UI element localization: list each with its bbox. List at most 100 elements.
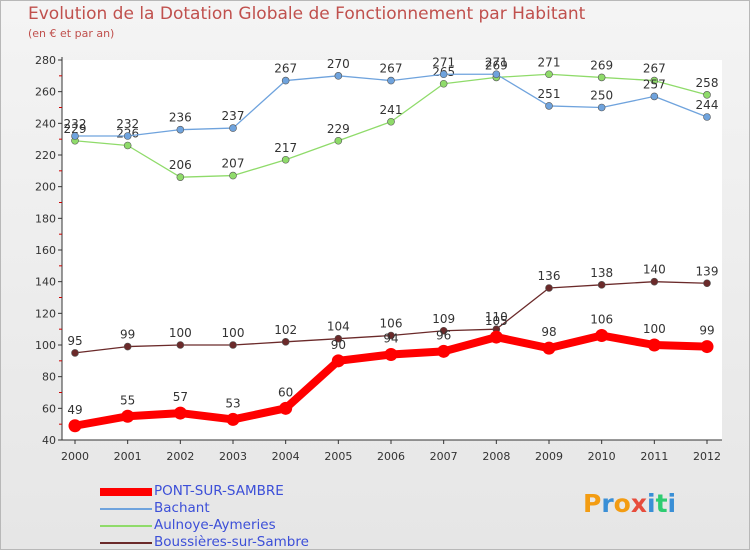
data-point bbox=[492, 70, 501, 79]
data-point bbox=[279, 401, 293, 415]
data-point bbox=[650, 92, 659, 101]
data-label: 104 bbox=[327, 320, 350, 334]
data-label: 110 bbox=[485, 310, 508, 324]
data-label: 271 bbox=[538, 55, 561, 69]
data-point bbox=[173, 406, 187, 420]
logo-letter: i bbox=[647, 489, 656, 518]
data-label: 267 bbox=[380, 62, 403, 76]
y-tick-label: 100 bbox=[35, 339, 56, 352]
y-tick-label: 40 bbox=[42, 434, 56, 447]
data-point bbox=[334, 72, 343, 80]
y-tick-label: 260 bbox=[35, 86, 56, 99]
data-label: 229 bbox=[327, 122, 350, 136]
data-point bbox=[542, 341, 556, 355]
y-tick-label: 160 bbox=[35, 244, 56, 257]
data-point bbox=[331, 354, 345, 368]
data-point bbox=[281, 155, 290, 164]
data-label: 206 bbox=[169, 158, 192, 172]
data-label: 106 bbox=[380, 317, 403, 331]
data-label: 57 bbox=[173, 390, 188, 404]
data-label: 258 bbox=[696, 76, 719, 90]
data-label: 217 bbox=[274, 141, 297, 155]
data-label: 270 bbox=[327, 57, 350, 71]
data-label: 236 bbox=[169, 111, 192, 125]
data-point bbox=[176, 125, 185, 134]
data-label: 251 bbox=[538, 87, 561, 101]
data-label: 269 bbox=[590, 58, 613, 72]
logo-letter: r bbox=[601, 489, 614, 518]
data-point bbox=[703, 91, 711, 99]
x-tick-label: 2012 bbox=[693, 450, 721, 463]
data-point bbox=[650, 277, 659, 286]
legend-swatch bbox=[100, 508, 152, 510]
data-point bbox=[439, 79, 448, 88]
chart-title: Evolution de la Dotation Globale de Fonc… bbox=[28, 4, 586, 24]
data-point bbox=[647, 338, 661, 352]
y-tick-label: 180 bbox=[35, 212, 56, 225]
data-label: 250 bbox=[590, 89, 613, 103]
data-label: 105 bbox=[485, 314, 508, 328]
legend-swatch bbox=[100, 488, 152, 496]
data-point bbox=[545, 102, 553, 110]
data-label: 109 bbox=[432, 312, 455, 326]
data-label: 55 bbox=[120, 393, 135, 407]
data-label: 271 bbox=[485, 55, 508, 69]
data-point bbox=[545, 70, 553, 79]
data-point bbox=[121, 409, 135, 423]
data-label: 138 bbox=[590, 266, 613, 280]
data-label: 95 bbox=[67, 334, 82, 348]
y-tick-label: 240 bbox=[35, 117, 56, 130]
x-tick-label: 2005 bbox=[324, 450, 352, 463]
data-label: 269 bbox=[485, 58, 508, 72]
x-tick-label: 2002 bbox=[166, 450, 194, 463]
data-label: 140 bbox=[643, 263, 666, 277]
y-tick-label: 80 bbox=[42, 371, 56, 384]
x-tick-label: 2010 bbox=[588, 450, 616, 463]
data-label: 49 bbox=[67, 403, 82, 417]
y-tick-label: 280 bbox=[35, 54, 56, 67]
plot-area bbox=[62, 60, 722, 440]
x-tick-label: 2009 bbox=[535, 450, 563, 463]
data-label: 244 bbox=[696, 98, 719, 112]
y-tick-label: 220 bbox=[35, 149, 56, 162]
data-label: 102 bbox=[274, 323, 297, 337]
x-tick-label: 2006 bbox=[377, 450, 405, 463]
data-label: 90 bbox=[331, 338, 346, 352]
data-point bbox=[597, 73, 606, 82]
data-point bbox=[71, 349, 79, 357]
data-label: 96 bbox=[436, 328, 451, 342]
x-tick-label: 2003 bbox=[219, 450, 247, 463]
data-point bbox=[387, 117, 395, 126]
data-point bbox=[700, 340, 714, 354]
x-tick-label: 2004 bbox=[272, 450, 300, 463]
data-point bbox=[703, 113, 711, 121]
legend-label: Boussières-sur-Sambre bbox=[154, 534, 309, 550]
data-point bbox=[489, 330, 503, 344]
x-tick-label: 2011 bbox=[640, 450, 668, 463]
logo-letter: P bbox=[583, 489, 602, 518]
data-point bbox=[68, 419, 82, 433]
data-point bbox=[281, 76, 290, 85]
logo-letter: o bbox=[613, 489, 631, 518]
data-point bbox=[176, 341, 185, 349]
data-label: 241 bbox=[380, 103, 403, 117]
data-label: 267 bbox=[274, 62, 297, 76]
y-tick-label: 140 bbox=[35, 276, 56, 289]
legend-swatch bbox=[100, 542, 152, 544]
y-tick-label: 200 bbox=[35, 181, 56, 194]
data-point bbox=[703, 279, 711, 288]
legend-item: Boussières-sur-Sambre bbox=[100, 535, 360, 552]
data-label: 99 bbox=[120, 328, 135, 342]
proxiti-logo: Proxiti bbox=[583, 489, 676, 518]
data-point bbox=[334, 334, 343, 343]
x-tick-label: 2008 bbox=[482, 450, 510, 463]
data-point bbox=[229, 124, 237, 132]
data-label: 100 bbox=[643, 322, 666, 336]
data-point bbox=[595, 329, 609, 342]
logo-letter: x bbox=[630, 489, 647, 518]
x-tick-label: 2007 bbox=[430, 450, 458, 463]
data-label: 271 bbox=[432, 55, 455, 69]
data-label: 99 bbox=[699, 324, 714, 338]
y-tick-label: 120 bbox=[35, 307, 56, 320]
data-point bbox=[597, 281, 606, 289]
